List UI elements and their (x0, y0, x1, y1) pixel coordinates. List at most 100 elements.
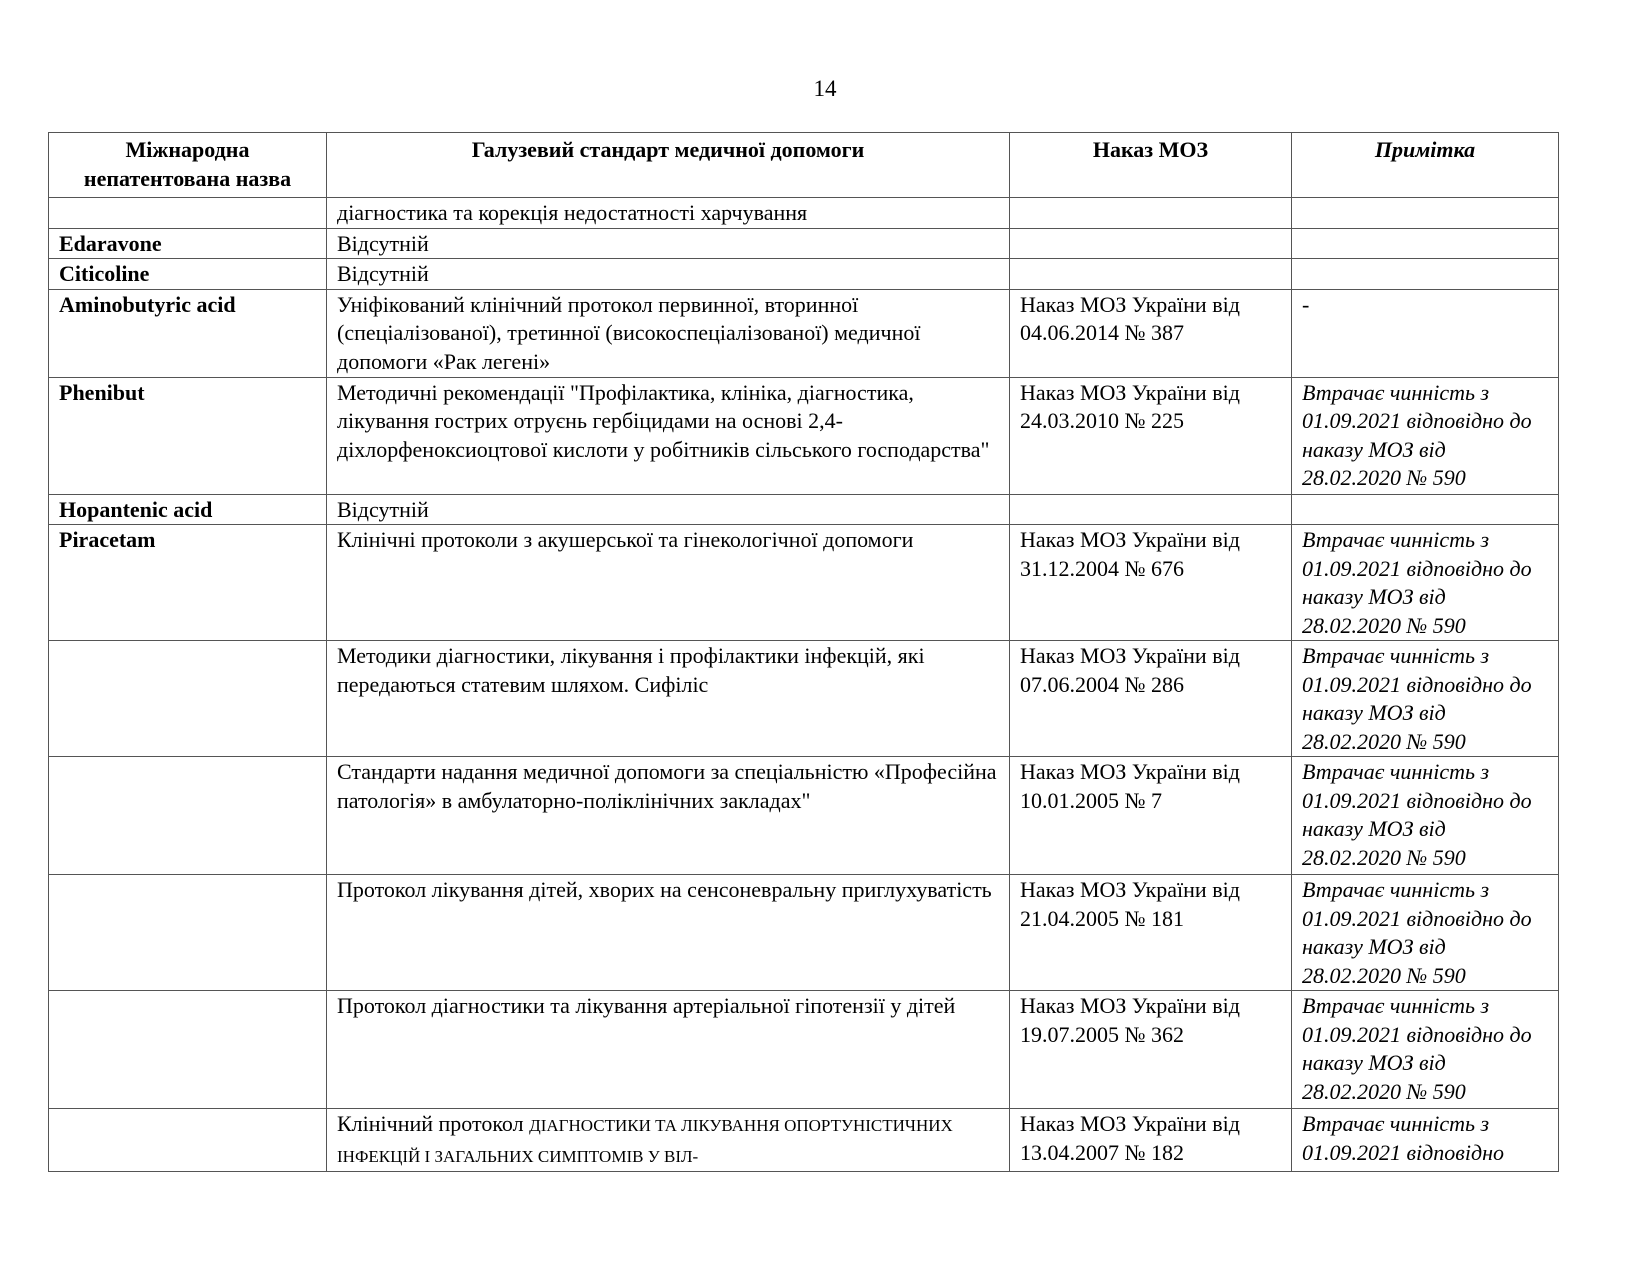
header-standard: Галузевий стандарт медичної допомоги (326, 132, 1010, 198)
table-row: Citicoline Відсутній (48, 258, 1559, 290)
order-cell: Наказ МОЗ України від 07.06.2004 № 286 (1009, 640, 1292, 757)
table-row: діагностика та корекція недостатності ха… (48, 197, 1559, 229)
standard-cell: Відсутній (326, 258, 1010, 290)
note-cell: Втрачає чинність з 01.09.2021 відповідно… (1291, 756, 1559, 875)
note-cell-text: Втрачає чинність з 01.09.2021 відповідно (1302, 1111, 1504, 1165)
standard-cell-text: Протокол діагностики та лікування артері… (337, 993, 956, 1018)
table-row: Стандарти надання медичної допомоги за с… (48, 756, 1559, 875)
drug-name-cell: Citicoline (48, 258, 327, 290)
standard-cell: Протокол лікування дітей, хворих на сенс… (326, 874, 1010, 991)
note-cell-text: Втрачає чинність з 01.09.2021 відповідно… (1302, 643, 1532, 754)
note-cell: Втрачає чинність з 01.09.2021 відповідно… (1291, 990, 1559, 1109)
standard-cell-text: Клінічний протокол (337, 1111, 524, 1136)
standard-cell-text: Відсутній (337, 496, 429, 522)
drug-name-cell-text: Edaravone (59, 230, 162, 256)
table-header-row: Міжнародна непатентована назва Галузевий… (48, 132, 1559, 198)
order-cell-text: Наказ МОЗ України від 13.04.2007 № 182 (1020, 1111, 1240, 1165)
note-cell-text: Втрачає чинність з 01.09.2021 відповідно… (1302, 759, 1532, 870)
order-cell (1009, 493, 1292, 525)
note-cell (1291, 227, 1559, 259)
order-cell-text: Наказ МОЗ України від 21.04.2005 № 181 (1020, 877, 1240, 931)
table-row: Piracetam Клінічні протоколи з акушерсько… (48, 524, 1559, 641)
note-cell-text: Втрачає чинність з 01.09.2021 відповідно… (1302, 993, 1532, 1104)
drug-name-cell (48, 874, 327, 991)
standard-cell-text: Методичні рекомендації "Профілактика, кл… (337, 379, 990, 462)
drug-name-cell: Piracetam (48, 524, 327, 641)
standard-cell: Клінічний протокол ДІАГНОСТИКИ ТА ЛІКУВА… (326, 1108, 1010, 1172)
drug-name-cell-text: Phenibut (59, 379, 145, 405)
standard-cell-text: Методики діагностики, лікування і профіл… (337, 643, 925, 697)
table-row: Методики діагностики, лікування і профіл… (48, 640, 1559, 757)
drug-name-cell-text: Aminobutyric acid (59, 291, 236, 317)
note-cell: Втрачає чинність з 01.09.2021 відповідно… (1291, 524, 1559, 641)
header-order: Наказ МОЗ (1009, 132, 1292, 198)
drug-name-cell: Edaravone (48, 227, 327, 259)
standard-caps-text: ДІАГНОСТИКИ ТА ЛІКУВАННЯ ОПОРТУНІСТИЧНИХ… (337, 1116, 953, 1166)
standard-cell: діагностика та корекція недостатності ха… (326, 197, 1010, 229)
note-cell (1291, 197, 1559, 229)
order-cell-text: Наказ МОЗ України від 31.12.2004 № 676 (1020, 527, 1240, 581)
standard-cell: Стандарти надання медичної допомоги за с… (326, 756, 1010, 875)
note-cell (1291, 258, 1559, 290)
table-row: Edaravone Відсутній (48, 227, 1559, 259)
standard-cell-text: Протокол лікування дітей, хворих на сенс… (337, 877, 992, 902)
note-cell: Втрачає чинність з 01.09.2021 відповідно… (1291, 874, 1559, 991)
table-row: Phenibut Методичні рекомендації "Профілак… (48, 376, 1559, 495)
drug-name-cell: Hopantenic acid (48, 493, 327, 525)
note-cell-text: Втрачає чинність з 01.09.2021 відповідно… (1302, 379, 1532, 491)
standard-cell-text: Уніфікований клінічний протокол первинно… (337, 291, 921, 374)
note-cell-text: - (1302, 291, 1310, 317)
order-cell: Наказ МОЗ України від 19.07.2005 № 362 (1009, 990, 1292, 1109)
drug-name-cell (48, 1108, 327, 1172)
order-cell-text: Наказ МОЗ України від 10.01.2005 № 7 (1020, 759, 1240, 813)
standard-cell: Методичні рекомендації "Профілактика, кл… (326, 376, 1010, 495)
drug-name-cell: Phenibut (48, 376, 327, 495)
note-cell: Втрачає чинність з 01.09.2021 відповідно… (1291, 640, 1559, 757)
drug-name-cell-text: Hopantenic acid (59, 496, 213, 522)
standard-cell: Уніфікований клінічний протокол первинно… (326, 288, 1010, 378)
note-cell: Втрачає чинність з 01.09.2021 відповідно… (1291, 376, 1559, 495)
table-row: Протокол діагностики та лікування артері… (48, 990, 1559, 1109)
order-cell-text: Наказ МОЗ України від 07.06.2004 № 286 (1020, 643, 1240, 697)
order-cell-text: Наказ МОЗ України від 24.03.2010 № 225 (1020, 379, 1240, 434)
order-cell: Наказ МОЗ України від 13.04.2007 № 182 (1009, 1108, 1292, 1172)
table-row: Aminobutyric acid Уніфікований клінічний … (48, 288, 1559, 378)
order-cell: Наказ МОЗ України від 21.04.2005 № 181 (1009, 874, 1292, 991)
note-cell: Втрачає чинність з 01.09.2021 відповідно (1291, 1108, 1559, 1172)
order-cell (1009, 197, 1292, 229)
order-cell: Наказ МОЗ України від 24.03.2010 № 225 (1009, 376, 1292, 495)
order-cell (1009, 227, 1292, 259)
order-cell-text: Наказ МОЗ України від 19.07.2005 № 362 (1020, 993, 1240, 1047)
table-row: Клінічний протокол ДІАГНОСТИКИ ТА ЛІКУВА… (48, 1108, 1559, 1172)
standard-cell: Відсутній (326, 493, 1010, 525)
note-cell-text: Втрачає чинність з 01.09.2021 відповідно… (1302, 527, 1532, 638)
order-cell (1009, 258, 1292, 290)
standard-cell-text: Клінічні протоколи з акушерської та гіне… (337, 527, 914, 552)
standard-cell: Клінічні протоколи з акушерської та гіне… (326, 524, 1010, 641)
order-cell-text: Наказ МОЗ України від 04.06.2014 № 387 (1020, 291, 1240, 346)
page-number: 14 (813, 76, 837, 101)
drug-name-cell: Aminobutyric acid (48, 288, 327, 378)
drug-name-cell-text: Piracetam (59, 527, 156, 552)
order-cell: Наказ МОЗ України від 31.12.2004 № 676 (1009, 524, 1292, 641)
standard-cell-text: Стандарти надання медичної допомоги за с… (337, 759, 997, 813)
table-row: Hopantenic acid Відсутній (48, 493, 1559, 525)
note-cell (1291, 493, 1559, 525)
drug-name-cell (48, 197, 327, 229)
standard-cell: Відсутній (326, 227, 1010, 259)
drug-standards-table: Міжнародна непатентована назва Галузевий… (48, 132, 1559, 1172)
standard-cell: Протокол діагностики та лікування артері… (326, 990, 1010, 1109)
note-cell: - (1291, 288, 1559, 378)
standard-cell: Методики діагностики, лікування і профіл… (326, 640, 1010, 757)
drug-name-cell-text: Citicoline (59, 261, 150, 286)
header-note: Примітка (1291, 132, 1559, 198)
order-cell: Наказ МОЗ України від 04.06.2014 № 387 (1009, 288, 1292, 378)
table-row: Протокол лікування дітей, хворих на сенс… (48, 874, 1559, 991)
standard-cell-text: Відсутній (337, 230, 429, 256)
note-cell-text: Втрачає чинність з 01.09.2021 відповідно… (1302, 877, 1532, 988)
order-cell: Наказ МОЗ України від 10.01.2005 № 7 (1009, 756, 1292, 875)
drug-name-cell (48, 756, 327, 875)
drug-name-cell (48, 990, 327, 1109)
header-inn: Міжнародна непатентована назва (48, 132, 327, 198)
drug-name-cell (48, 640, 327, 757)
